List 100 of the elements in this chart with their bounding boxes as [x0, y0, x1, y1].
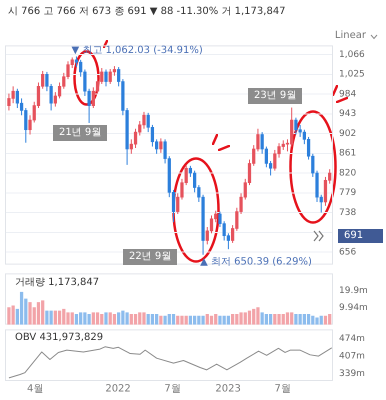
y-tick-label: 339m: [339, 369, 365, 380]
bar: [286, 312, 290, 324]
bar: [180, 315, 184, 324]
y-tick-label: 738: [339, 208, 356, 218]
x-tick-label: 7월: [274, 384, 291, 395]
chart-title: OBV 431,973,829: [15, 332, 104, 343]
y-tick-label: 820: [339, 168, 356, 178]
bar: [66, 312, 70, 324]
bar: [290, 312, 294, 324]
bar: [328, 314, 332, 324]
candlestick: [16, 88, 19, 109]
bar: [252, 308, 256, 324]
bar: [320, 315, 323, 324]
bar: [138, 312, 142, 324]
bar: [248, 310, 252, 324]
bar: [264, 314, 268, 324]
y-tick-label: 1,066: [339, 50, 366, 60]
bar: [112, 314, 116, 324]
bar: [298, 314, 302, 324]
bar: [222, 315, 226, 324]
bar: [172, 314, 176, 324]
bar: [210, 315, 214, 324]
bar: [70, 312, 74, 324]
bar: [168, 314, 171, 324]
chart-title: 거래량 1,173,847: [15, 276, 100, 289]
bar: [62, 308, 66, 324]
bar: [125, 312, 129, 324]
annotation: 22년 9월: [123, 249, 178, 265]
candlestick: [108, 68, 112, 84]
bar: [214, 314, 218, 324]
bar: [7, 306, 11, 324]
bar: [49, 310, 53, 324]
x-tick-label: 2023: [215, 384, 241, 395]
bar: [163, 315, 167, 324]
candlestick: [142, 111, 146, 130]
bar: [218, 315, 222, 324]
bar: [226, 315, 230, 324]
bar: [302, 314, 306, 324]
chart-title: 시 766 고 766 저 673 종 691 ▼ 88 -11.30% 거 1,173,847: [8, 5, 286, 18]
bar: [277, 314, 281, 324]
bar: [28, 302, 32, 324]
y-tick-label: 943: [339, 109, 356, 120]
bar: [155, 314, 158, 324]
bar: [134, 314, 138, 324]
bar: [315, 316, 319, 324]
bar: [87, 314, 91, 324]
candlestick: [273, 149, 276, 172]
bar: [117, 312, 120, 324]
annotation: ▲ 최저 650.39 (6.29%): [200, 256, 312, 268]
x-tick-label: 4월: [26, 384, 44, 395]
bar: [201, 315, 205, 324]
bar: [311, 315, 314, 324]
candlestick: [294, 117, 298, 136]
annotation: ▼ 최고 1,062.03 (-34.91%): [71, 45, 203, 56]
candlestick: [74, 56, 78, 68]
candlestick: [7, 93, 11, 111]
bar: [108, 312, 112, 324]
bar: [83, 312, 87, 324]
candlestick: [159, 138, 162, 154]
bar: [41, 300, 44, 324]
bar: [306, 314, 310, 324]
bar: [235, 314, 238, 324]
bar: [45, 310, 49, 324]
y-tick-label: 779: [339, 188, 356, 198]
y-tick-label: 861: [339, 148, 356, 159]
bar: [121, 310, 125, 324]
y-tick-label: 902: [339, 128, 356, 139]
y-tick-label: 656: [339, 247, 356, 258]
bar: [130, 314, 133, 324]
bar: [150, 314, 154, 324]
bar: [79, 312, 82, 324]
bar: [96, 312, 100, 324]
bar: [184, 315, 188, 324]
bar: [100, 314, 104, 324]
bar: [294, 314, 298, 324]
y-tick-label: 984: [339, 89, 356, 100]
bar: [268, 314, 272, 324]
bar: [159, 315, 162, 324]
bar: [239, 312, 243, 324]
candlestick: [282, 140, 285, 150]
bar: [142, 312, 146, 324]
bar: [92, 312, 95, 324]
y-tick-label: 474m: [339, 334, 365, 344]
bar: [74, 314, 78, 324]
y-tick-label: 19.9m: [339, 285, 368, 296]
text: Linear: [334, 29, 366, 43]
x-tick-label: 7월: [164, 384, 181, 395]
bar: [12, 304, 15, 324]
bar: [146, 314, 150, 324]
bar: [282, 314, 285, 324]
bar: [206, 314, 209, 324]
bar: [244, 312, 247, 324]
bar: [230, 314, 234, 324]
text: 691: [338, 229, 383, 243]
bar: [176, 315, 180, 324]
bar: [54, 310, 57, 324]
bar: [260, 312, 264, 324]
candlestick: [324, 176, 328, 206]
bar: [324, 315, 328, 324]
y-tick-label: 407m: [339, 351, 365, 362]
